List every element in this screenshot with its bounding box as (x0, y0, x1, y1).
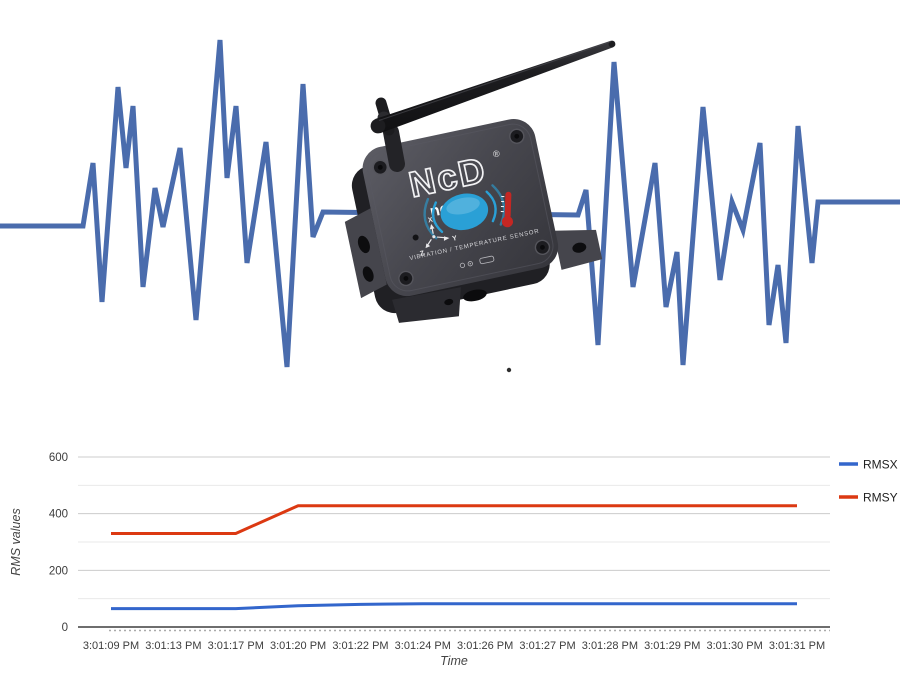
artifact-dot (506, 367, 512, 373)
x-tick-label: 3:01:22 PM (332, 640, 388, 652)
corner-screw (509, 128, 525, 144)
device-port (463, 289, 487, 302)
legend-label-rmsy: RMSY (863, 491, 898, 505)
x-tick-label: 3:01:17 PM (208, 640, 264, 652)
series-line-rmsx (111, 602, 797, 611)
svg-text:Y: Y (452, 235, 458, 243)
y-tick-label: 200 (49, 565, 68, 577)
x-tick-label: 3:01:13 PM (145, 640, 201, 652)
device-button (440, 193, 489, 231)
flange-hole (362, 266, 374, 282)
device-led-hole (412, 234, 419, 241)
x-tick-label: 3:01:28 PM (582, 640, 638, 652)
corner-screw (534, 239, 551, 256)
axis-indicator-icon: X Y Z (419, 217, 458, 258)
device-face-inset-line (367, 123, 554, 292)
device-antenna (370, 40, 616, 172)
x-axis-title: Time (440, 654, 468, 668)
svg-text:Z: Z (419, 250, 425, 258)
x-tick-label: 3:01:24 PM (395, 640, 451, 652)
x-tick-label: 3:01:31 PM (769, 640, 825, 652)
x-tick-label: 3:01:09 PM (83, 640, 139, 652)
corner-screw (398, 270, 414, 287)
device-mounting-flange-left (344, 208, 387, 299)
x-tick-label: 3:01:29 PM (644, 640, 700, 652)
thermometer-icon (500, 191, 514, 228)
svg-text:X: X (427, 217, 433, 225)
x-tick-label: 3:01:26 PM (457, 640, 513, 652)
corner-screw (372, 159, 388, 176)
y-tick-label: 400 (49, 509, 68, 521)
x-tick-label: 3:01:20 PM (270, 640, 326, 652)
hero-image: NcD ® ncd.io (0, 39, 900, 373)
x-tick-label: 3:01:27 PM (519, 640, 575, 652)
series-line-rmsy (111, 504, 797, 535)
device-registered-mark: ® (492, 148, 501, 159)
rms-line-chart: 0 200 400 600 3:01:09 PM 3:01:13 PM 3:01:17 PM… (9, 452, 898, 668)
y-axis-title: RMS values (9, 508, 23, 575)
legend-label-rmsx: RMSX (863, 458, 898, 472)
device-port-markings (459, 255, 495, 268)
device-mounting-foot (392, 287, 461, 323)
flange-hole (572, 242, 587, 253)
y-tick-label: 600 (49, 452, 68, 464)
x-tick-label: 3:01:30 PM (707, 640, 763, 652)
device-button-highlight (446, 197, 480, 215)
flange-hole (357, 235, 370, 254)
vibration-sensor-device: NcD ® ncd.io (344, 40, 616, 323)
y-tick-label: 0 (62, 622, 68, 634)
device-port (444, 298, 454, 306)
